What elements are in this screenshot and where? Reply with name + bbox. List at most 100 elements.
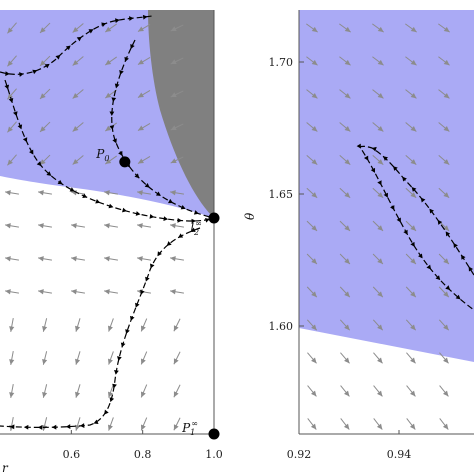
vector-arrow [372, 319, 384, 331]
vector-arrow [173, 318, 181, 332]
vector-arrow [137, 223, 151, 229]
vector-arrow [108, 417, 114, 431]
vector-arrow [406, 352, 416, 364]
point-label: P1∞ [181, 419, 198, 437]
stream-direction-arrow [356, 143, 362, 149]
vector-arrow [104, 190, 118, 196]
stream-direction-arrow [461, 254, 466, 260]
vector-arrow [372, 187, 384, 199]
point-marker: P1∞ [181, 419, 220, 440]
stream-direction-arrow [178, 233, 184, 238]
vector-arrow [406, 385, 416, 397]
vector-arrow [39, 22, 51, 34]
vector-arrow [71, 289, 85, 295]
vector-arrow [438, 155, 450, 165]
stream-direction-arrow [125, 329, 130, 335]
stream-direction-arrow [445, 231, 451, 237]
vector-arrow [104, 155, 118, 165]
right-panel: 0.92 0.94 1.60 1.65 1.70 θ [243, 10, 474, 461]
vector-arrow [170, 156, 184, 164]
stream-direction-arrow [135, 302, 140, 308]
vector-arrow [306, 319, 318, 331]
vector-arrow [75, 351, 81, 365]
vector-arrow [137, 256, 151, 262]
vector-arrow [306, 89, 318, 99]
x-tick-label: 0.8 [134, 448, 152, 461]
left-streamlines [0, 14, 214, 430]
vector-arrow [438, 187, 450, 199]
stream-direction-arrow [411, 186, 417, 192]
vector-arrow [137, 57, 151, 65]
vector-arrow [137, 190, 151, 196]
stream-direction-arrow [112, 383, 117, 389]
vector-arrow [306, 286, 318, 298]
vector-arrow [372, 89, 384, 99]
vector-arrow [170, 256, 184, 262]
stream-direction-arrow [22, 137, 28, 143]
stream-direction-arrow [4, 84, 10, 90]
vector-arrow [438, 23, 450, 33]
vector-arrow [72, 122, 84, 132]
stream-direction-arrow [190, 227, 196, 233]
stream-direction-arrow [435, 275, 441, 281]
stream-direction-arrow [420, 197, 426, 203]
vector-arrow [5, 223, 19, 229]
stream-direction-arrow [455, 294, 461, 300]
vector-arrow [38, 256, 52, 262]
stream-direction-arrow [114, 83, 120, 89]
vector-arrow [38, 223, 52, 229]
stream-direction-arrow [118, 150, 123, 156]
vector-arrow [373, 385, 383, 397]
stream-direction-arrow [393, 166, 398, 171]
stream-direction-arrow [437, 219, 443, 225]
stream-direction-arrow [468, 266, 474, 272]
vector-arrow [140, 384, 148, 398]
stream-direction-arrow [55, 54, 61, 60]
vector-arrow [438, 89, 450, 99]
stream-direction-arrow [130, 315, 135, 321]
vector-arrow [339, 122, 351, 132]
left-vector-field [5, 22, 184, 431]
vector-arrow [372, 220, 384, 232]
stream-direction-arrow [403, 229, 408, 235]
stream-line [0, 227, 201, 428]
stream-direction-arrow [377, 180, 382, 186]
stream-direction-arrow [134, 173, 140, 179]
stream-direction-arrow [109, 125, 115, 130]
left-x-axis-label: r [2, 461, 9, 474]
stream-direction-arrow [101, 22, 107, 28]
vector-arrow [137, 123, 151, 131]
vector-arrow [339, 155, 351, 165]
vector-arrow [38, 190, 52, 196]
vector-arrow [39, 154, 51, 166]
vector-arrow [42, 384, 48, 398]
right-ticks: 0.92 0.94 1.60 1.65 1.70 [269, 56, 412, 461]
stream-direction-arrow [95, 198, 101, 204]
stream-direction-arrow [135, 211, 141, 216]
vector-arrow [39, 121, 51, 133]
vector-arrow [137, 24, 151, 32]
vector-arrow [306, 253, 318, 265]
stream-direction-arrow [17, 124, 23, 130]
right-y-axis-label: θ [243, 212, 257, 220]
vector-arrow [75, 318, 81, 332]
stream-direction-arrow [65, 45, 71, 51]
vector-arrow [170, 90, 184, 98]
point-label: l2∞ [190, 219, 202, 237]
vector-arrow [339, 253, 351, 265]
stream-direction-arrow [193, 210, 199, 215]
vector-arrow [439, 418, 449, 430]
vector-arrow [170, 123, 184, 131]
stream-direction-arrow [76, 36, 82, 42]
stream-direction-arrow [51, 424, 57, 430]
vector-arrow [405, 122, 417, 132]
vector-arrow [439, 385, 449, 397]
vector-arrow [339, 286, 351, 298]
stream-direction-arrow [130, 44, 135, 50]
vector-arrow [170, 289, 184, 295]
vector-arrow [372, 155, 384, 165]
vector-arrow [75, 417, 81, 431]
